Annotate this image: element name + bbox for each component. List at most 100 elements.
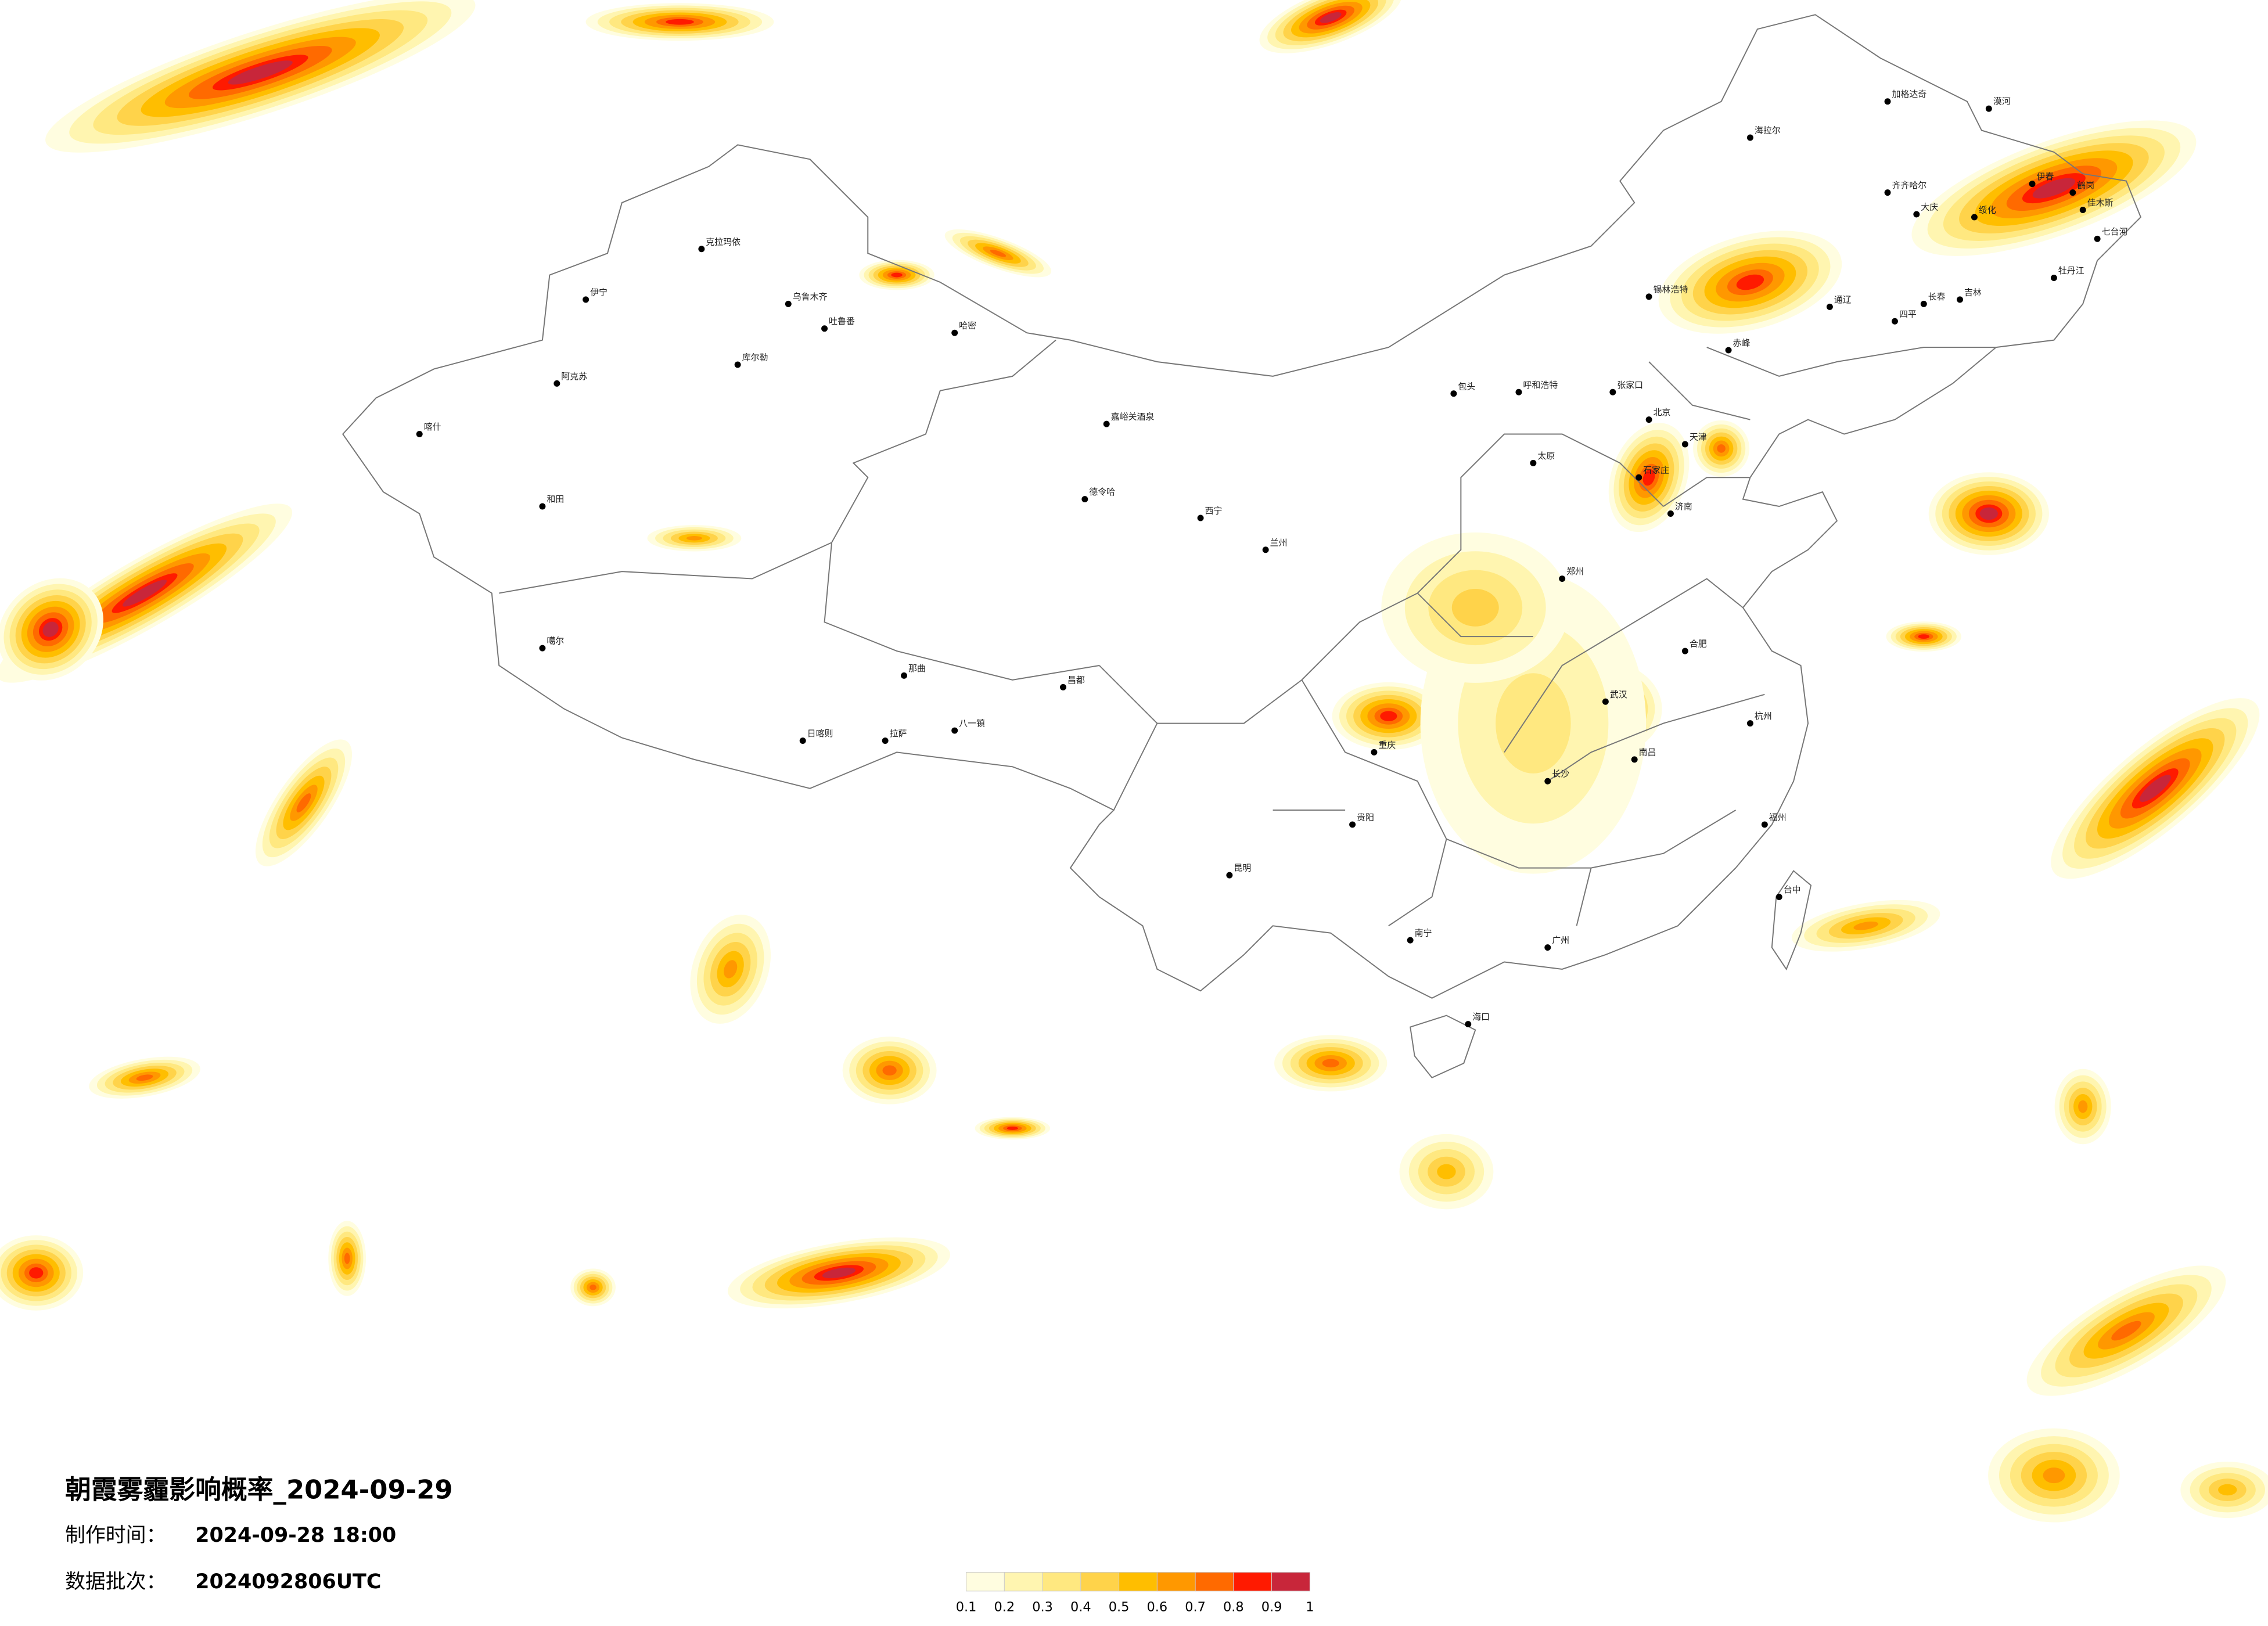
field-cell — [42, 621, 59, 637]
city-dot — [1530, 459, 1537, 466]
city-dot — [1544, 778, 1551, 785]
city-dot — [1645, 416, 1652, 423]
field-cell — [666, 19, 694, 25]
city-label: 乌鲁木齐 — [793, 292, 828, 302]
city-dot — [951, 329, 958, 336]
city-label: 南宁 — [1415, 928, 1432, 938]
city-dot — [2094, 235, 2101, 242]
city-dot — [1636, 474, 1642, 481]
city-label: 台中 — [1784, 884, 1801, 895]
city-dot — [1371, 749, 1378, 756]
field-cell — [1736, 274, 1764, 290]
city-label: 伊春 — [2037, 171, 2054, 182]
legend-tick-label: 0.9 — [1261, 1600, 1282, 1615]
city-dot — [2050, 275, 2057, 282]
city-dot — [1602, 698, 1609, 705]
field-cell — [2111, 1321, 2141, 1341]
city-label: 天津 — [1690, 431, 1707, 442]
field-cell — [1918, 634, 1929, 639]
city-dot — [1645, 293, 1652, 300]
city-label: 库尔勒 — [742, 352, 768, 362]
city-label: 八一镇 — [959, 718, 985, 729]
city-label: 哈密 — [959, 321, 976, 331]
city-dot — [1746, 720, 1753, 727]
field-cell — [1380, 711, 1397, 721]
city-dot — [1450, 390, 1457, 397]
city-label: 长春 — [1928, 292, 1946, 302]
city-label: 佳木斯 — [2087, 197, 2114, 208]
city-label: 北京 — [1654, 407, 1671, 418]
city-label: 石家庄 — [1643, 465, 1669, 476]
city-label: 兰州 — [1270, 537, 1288, 548]
city-dot — [539, 503, 546, 510]
city-label: 日喀则 — [807, 728, 833, 739]
field-cell — [1451, 588, 1499, 627]
city-label: 四平 — [1899, 309, 1917, 319]
field-cell — [2218, 1484, 2237, 1496]
city-label: 大庆 — [1921, 202, 1938, 212]
field-cell — [2078, 1100, 2088, 1113]
info-label: 数据批次： — [65, 1570, 166, 1593]
city-dot — [1826, 303, 1833, 310]
field-cell — [1496, 673, 1571, 774]
city-label: 海口 — [1472, 1012, 1490, 1022]
legend-swatch — [1004, 1571, 1043, 1592]
city-label: 齐齐哈尔 — [1892, 180, 1926, 190]
city-label: 拉萨 — [890, 728, 907, 739]
city-dot — [1197, 515, 1204, 521]
city-dot — [2029, 181, 2036, 188]
city-label: 通辽 — [1834, 294, 1852, 305]
city-dot — [901, 672, 907, 679]
country-outline — [342, 14, 2142, 999]
field-cell — [122, 580, 167, 607]
city-dot — [1884, 189, 1891, 196]
city-dot — [1775, 893, 1782, 900]
city-label: 赤峰 — [1733, 338, 1751, 348]
city-dot — [1465, 1021, 1472, 1028]
field-cell — [686, 536, 702, 541]
legend-swatch — [1119, 1571, 1158, 1592]
city-label: 长沙 — [1552, 769, 1569, 779]
city-label: 嘉峪关酒泉 — [1111, 412, 1155, 422]
city-dot — [1544, 944, 1551, 951]
legend-swatch — [1271, 1571, 1310, 1592]
city-label: 喀什 — [424, 422, 441, 432]
city-label: 德令哈 — [1089, 487, 1115, 497]
field-cell — [882, 1065, 897, 1076]
city-dot — [1985, 105, 1992, 112]
city-dot — [1667, 510, 1674, 517]
city-dot — [1407, 937, 1414, 944]
field-cell — [1320, 12, 1342, 23]
field-cell — [296, 793, 311, 812]
field-cell — [344, 1253, 350, 1264]
city-label: 重庆 — [1378, 740, 1396, 750]
city-label: 鹤岗 — [2077, 180, 2094, 190]
map-title: 朝霞雾霾影响概率_2024-09-29 — [65, 1474, 453, 1505]
field-cell — [822, 1267, 856, 1279]
city-dot — [1971, 214, 1978, 221]
city-dot — [1725, 347, 1732, 354]
city-label: 张家口 — [1617, 380, 1643, 390]
city-label: 噶尔 — [547, 636, 564, 646]
city-dot — [799, 737, 806, 744]
city-label: 绥化 — [1979, 204, 1996, 215]
city-dot — [1891, 318, 1898, 325]
info-value: 2024-09-28 18:00 — [195, 1524, 396, 1547]
city-label: 南昌 — [1639, 747, 1656, 757]
city-dot — [1681, 441, 1688, 448]
city-dot — [2069, 189, 2076, 196]
city-label: 贵阳 — [1357, 812, 1374, 822]
legend-tick-label: 0.2 — [994, 1600, 1015, 1615]
city-dot — [1631, 756, 1638, 763]
city-dot — [583, 296, 590, 303]
field-cell — [1322, 1059, 1339, 1068]
legend-tick-label: 0.8 — [1223, 1600, 1244, 1615]
legend-swatch — [1080, 1571, 1120, 1592]
city-label: 西宁 — [1205, 505, 1223, 516]
city-dot — [951, 727, 958, 734]
probability-field — [0, 0, 2268, 1523]
field-cell — [891, 272, 903, 278]
city-label: 昌都 — [1067, 675, 1085, 685]
